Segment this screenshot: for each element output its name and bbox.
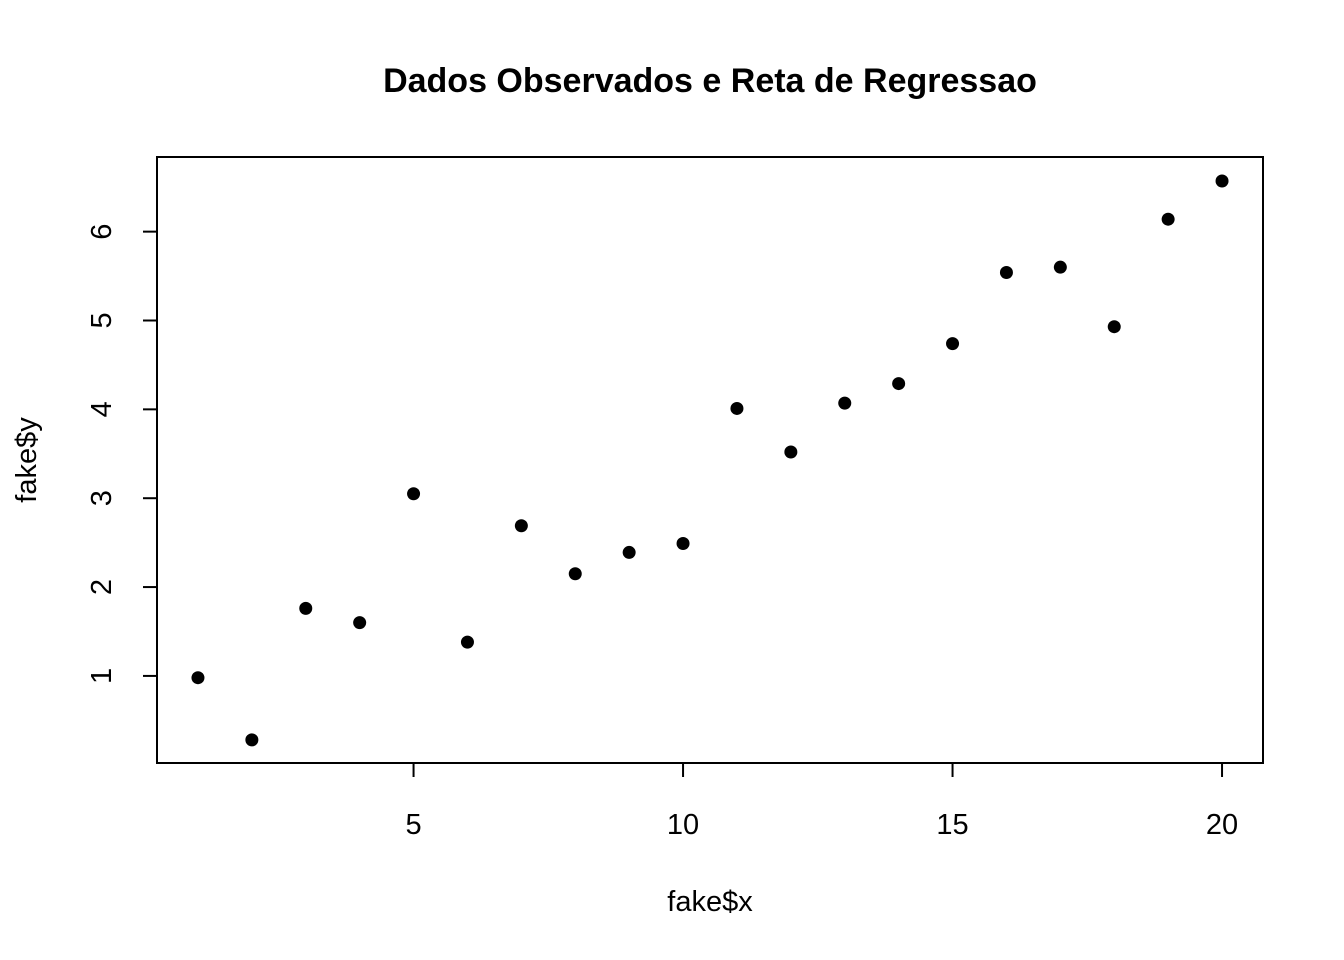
data-point-15 (946, 337, 960, 351)
data-point-13 (838, 396, 852, 410)
data-point-6 (460, 635, 474, 649)
data-point-18 (1107, 320, 1121, 334)
data-point-11 (730, 401, 744, 415)
data-point-8 (568, 567, 582, 581)
data-point-2 (245, 733, 259, 747)
x-axis: 5 10 15 20 (405, 763, 1238, 841)
x-tick-label-3: 20 (1206, 809, 1238, 841)
chart-title: Dados Observados e Reta de Regressao (383, 62, 1037, 100)
y-tick-label-1: 2 (86, 579, 118, 595)
data-point-9 (622, 545, 636, 559)
data-point-20 (1215, 174, 1229, 188)
plot-frame (156, 156, 1264, 764)
y-tick-label-3: 4 (86, 401, 118, 417)
data-point-5 (407, 487, 421, 501)
y-tick-label-0: 1 (86, 668, 118, 684)
data-point-16 (999, 266, 1013, 280)
data-point-17 (1053, 260, 1067, 274)
data-point-7 (514, 519, 528, 533)
data-point-4 (353, 616, 367, 630)
data-point-12 (784, 445, 798, 459)
y-tick-label-2: 3 (86, 490, 118, 506)
data-point-10 (676, 537, 690, 551)
y-tick-label-5: 6 (86, 224, 118, 240)
data-point-19 (1161, 212, 1175, 226)
data-point-14 (892, 377, 906, 391)
data-point-1 (191, 671, 205, 685)
x-axis-label: fake$x (667, 886, 753, 918)
x-tick-label-2: 15 (936, 809, 968, 841)
y-axis: 1 2 3 4 5 6 (86, 224, 157, 684)
y-axis-label: fake$y (11, 417, 43, 503)
x-tick-label-0: 5 (405, 809, 421, 841)
y-tick-label-4: 5 (86, 312, 118, 328)
data-point-3 (299, 601, 313, 615)
data-points (191, 174, 1229, 747)
x-tick-label-1: 10 (667, 809, 699, 841)
